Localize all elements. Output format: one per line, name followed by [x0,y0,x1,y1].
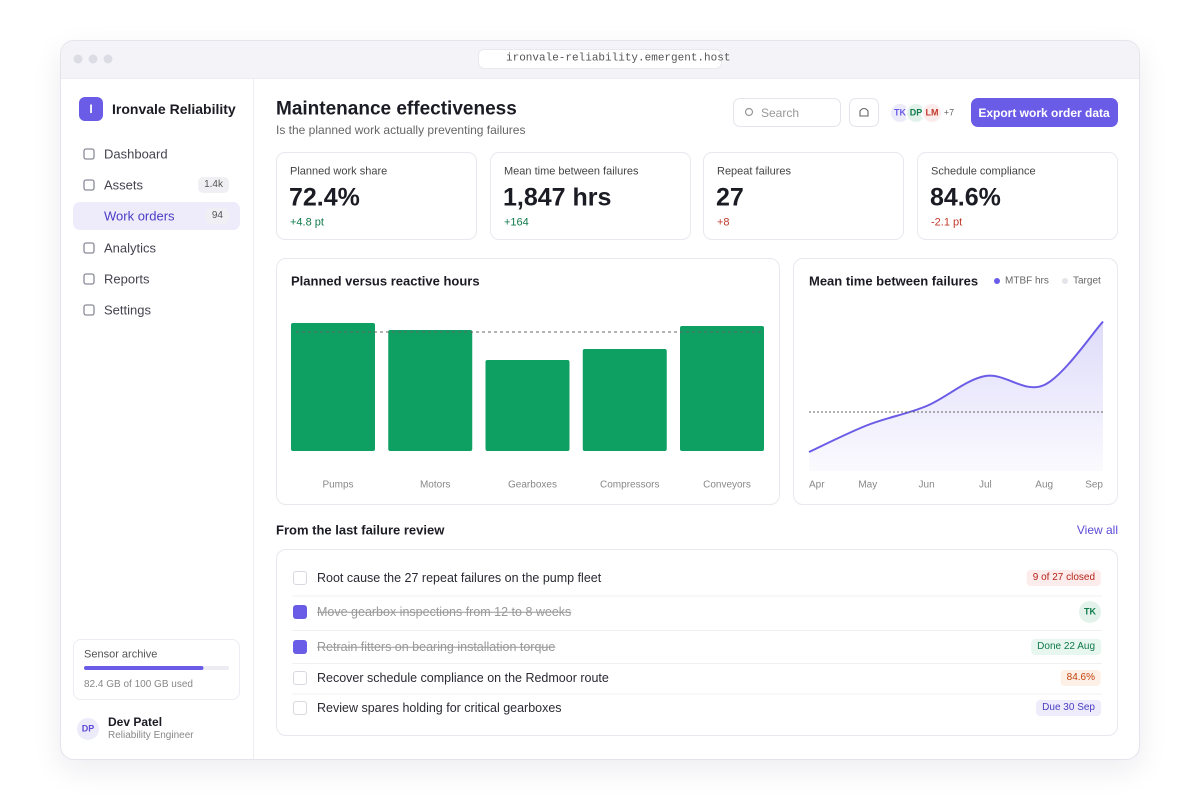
avatar-initials: DP [909,107,923,118]
kpi-value: 1,847 hrs [503,183,612,212]
checkbox[interactable] [293,605,307,619]
kpi-value: 72.4% [289,183,360,212]
export-button[interactable] [971,98,1118,127]
checkbox[interactable] [293,671,307,685]
chart-card [276,258,780,505]
kpi-card [276,152,477,240]
nav-item[interactable]: Assets [104,177,144,193]
nav-item[interactable]: Reports [104,271,150,287]
logo [79,97,103,121]
checkbox[interactable] [293,640,307,654]
user-initials: DP [81,723,95,734]
section-title: From the last failure review [276,522,445,538]
sidebar [61,79,254,759]
search-box[interactable] [733,98,841,127]
kpi-delta: +164 [504,216,529,229]
kpi-card [703,152,904,240]
status-tag: 84.6% [1060,670,1101,686]
kpi-delta: +8 [717,216,730,229]
storage-title: Sensor archive [84,648,158,661]
avatar-more: +7 [943,107,955,118]
kpi-card [490,152,691,240]
kpi-label: Schedule compliance [931,165,1036,178]
review-card [276,549,1118,736]
nav-badge: 94 [205,208,229,224]
kpi-delta: -2.1 pt [931,216,963,229]
search-placeholder: Search [761,106,800,120]
chart-card [793,258,1118,505]
storage-caption: 82.4 GB of 100 GB used [84,679,193,690]
checkbox[interactable] [293,701,307,715]
export-label: Export work order data [978,106,1110,120]
chart-title: Mean time between failures [809,273,979,289]
kpi-value: 27 [716,183,744,212]
status-tag: Due 30 Sep [1036,700,1101,716]
nav-item[interactable]: Settings [104,302,151,318]
kpi-card [917,152,1118,240]
review-item: Retrain fitters on bearing installation … [317,639,556,654]
avatar-initials: TK [894,107,906,118]
view-all-link[interactable]: View all [1076,523,1118,537]
review-item: Recover schedule compliance on the Redmo… [317,670,609,685]
kpi-label: Mean time between failures [504,165,639,178]
url-bar [478,49,722,69]
page-subtitle: Is the planned work actually preventing … [276,123,526,137]
logo-letter: I [89,102,93,116]
storage-card [73,639,240,700]
kpi-value: 84.6% [930,183,1001,212]
review-item: Review spares holding for critical gearb… [317,700,562,715]
kpi-label: Planned work share [290,165,388,178]
page-title: Maintenance effectiveness [276,98,517,120]
nav-badge: 1.4k [198,177,229,193]
review-item: Move gearbox inspections from 12 to 8 we… [317,604,572,619]
nav-item[interactable]: Analytics [104,240,157,256]
avatar-initials: LM [925,107,939,118]
status-tag: 9 of 27 closed [1026,570,1101,586]
user-name: Dev Patel [108,715,163,729]
brand: Ironvale Reliability [112,101,236,117]
kpi-label: Repeat failures [717,165,791,178]
status-tag: Done 22 Aug [1031,639,1101,655]
url: ironvale-reliability.emergent.host [506,52,731,65]
review-item: Root cause the 27 repeat failures on the… [317,570,602,585]
nav-item[interactable]: Dashboard [104,146,168,162]
checkbox[interactable] [293,571,307,585]
kpi-delta: +4.8 pt [290,216,324,229]
assignee-initials: TK [1084,606,1096,617]
nav-item[interactable]: Work orders [104,208,175,224]
user-role: Reliability Engineer [108,730,194,741]
bell-button[interactable] [849,98,879,127]
chart-title: Planned versus reactive hours [291,273,480,289]
